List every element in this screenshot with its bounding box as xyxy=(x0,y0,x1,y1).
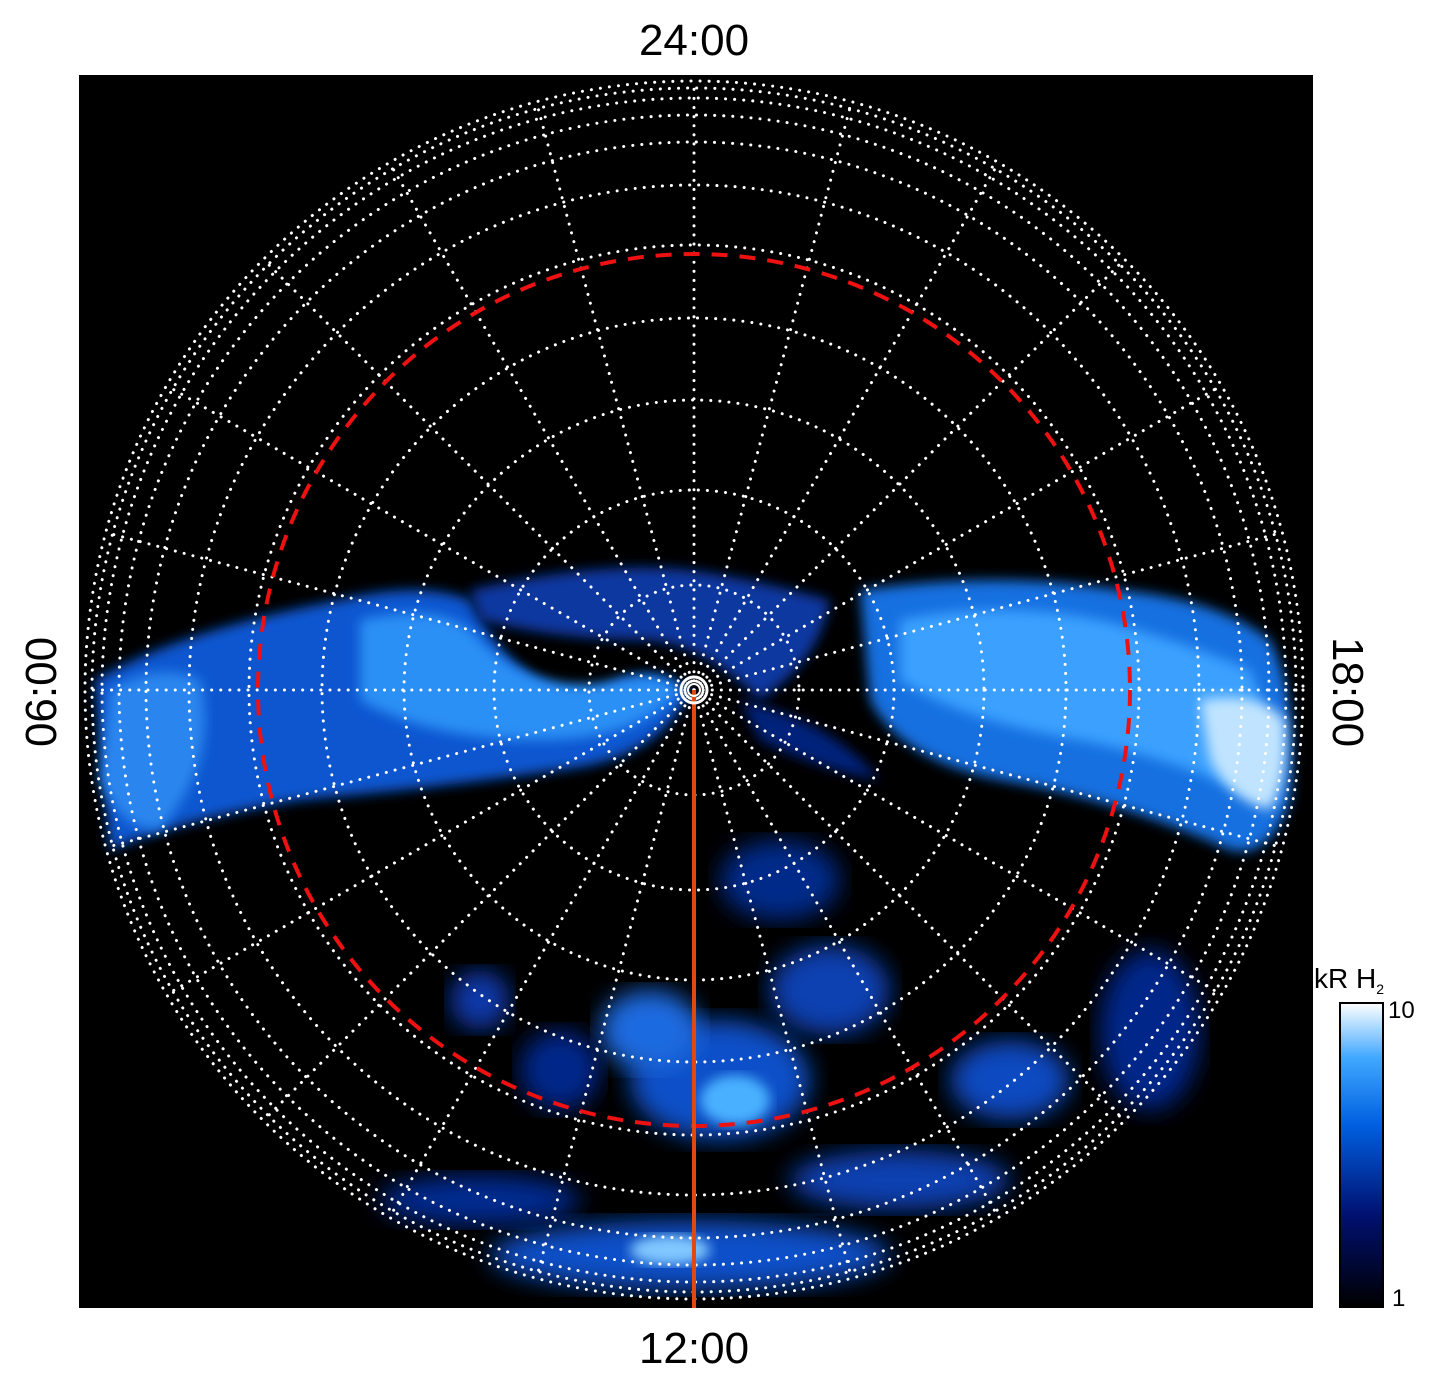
meridian-line xyxy=(692,161,1000,692)
meridian-line xyxy=(165,688,696,996)
colorbar-tick-label: 1 xyxy=(1392,1285,1405,1312)
top-label: 24:00 xyxy=(639,16,749,65)
colorbar-title: kR H2 xyxy=(1314,963,1384,997)
pole-marker-inner xyxy=(687,683,701,697)
colorbar-title-main: kR H xyxy=(1314,963,1376,994)
aurora-emission xyxy=(95,567,1293,1290)
meridian-line xyxy=(692,100,854,692)
meridian-line xyxy=(692,384,1223,692)
meridian-line xyxy=(692,688,854,1280)
meridian-line xyxy=(692,530,1284,692)
meridian-line xyxy=(261,257,696,692)
meridian-line xyxy=(692,257,1127,692)
right-label: 18:00 xyxy=(1323,637,1372,747)
meridian-line xyxy=(692,688,1223,996)
meridian-line xyxy=(692,688,1127,1123)
meridian-line xyxy=(692,688,1284,850)
meridian-line xyxy=(534,688,696,1280)
meridian-line xyxy=(388,161,696,692)
meridian-line xyxy=(104,530,696,692)
meridian-line xyxy=(388,688,696,1219)
meridian-line xyxy=(165,384,696,692)
meridian-line xyxy=(261,688,696,1123)
left-label: 06:00 xyxy=(17,637,66,747)
meridian-line xyxy=(692,688,1000,1219)
colorbar xyxy=(1339,1002,1384,1308)
latitude-circle xyxy=(117,113,1271,1267)
pole-marker xyxy=(679,675,709,705)
bottom-label: 12:00 xyxy=(639,1324,749,1373)
meridian-line xyxy=(104,688,696,850)
colorbar-tick-label: 10 xyxy=(1388,997,1415,1024)
colorbar-title-sub: 2 xyxy=(1376,981,1384,997)
latitude-circle xyxy=(144,140,1244,1240)
meridian-line xyxy=(534,100,696,692)
